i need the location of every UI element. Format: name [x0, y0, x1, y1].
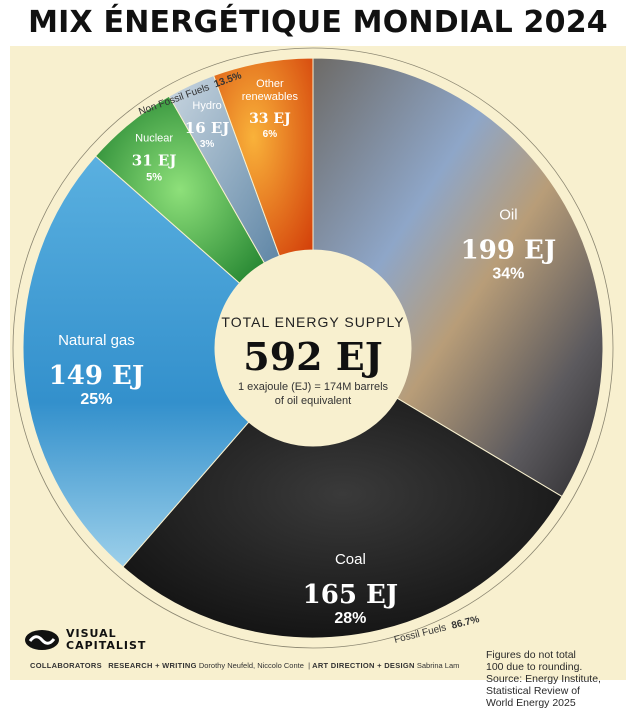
slice-pct-coal: 28%: [334, 610, 366, 627]
credits-research-names: Dorothy Neufeld, Niccolo Conte: [198, 661, 304, 670]
slice-name-other-renewables: renewables: [242, 91, 299, 103]
slice-value-other-renewables: 33 EJ: [249, 111, 291, 127]
label-hydro: Hydro 16 EJ 3%: [185, 100, 230, 150]
slice-name-other-renewables: Other: [256, 78, 284, 90]
logo-line2: CAPITALIST: [66, 639, 147, 652]
center-block: TOTAL ENERGY SUPPLY 592 EJ 1 exajoule (E…: [221, 314, 404, 407]
slice-pct-other-renewables: 6%: [263, 129, 278, 140]
donut-chart: TOTAL ENERGY SUPPLY 592 EJ 1 exajoule (E…: [12, 47, 614, 649]
logo-text: VISUAL CAPITALIST: [66, 628, 146, 652]
footnote-line: Source: Energy Institute,: [486, 673, 601, 685]
slice-value-coal: 165 EJ: [303, 580, 398, 610]
fossil-value: 86.7%: [450, 614, 480, 632]
slice-name-oil: Oil: [499, 207, 517, 224]
footnote: Figures do not total 100 due to rounding…: [486, 649, 636, 709]
center-note-line2: of oil equivalent: [275, 395, 351, 407]
center-total: 592 EJ: [243, 334, 383, 379]
slices: [22, 57, 604, 639]
group-ring-line: [12, 47, 614, 649]
slice-name-nuclear: Nuclear: [135, 132, 173, 144]
credits: COLLABORATORS RESEARCH + WRITING Dorothy…: [30, 661, 460, 670]
credits-art-label: ART DIRECTION + DESIGN: [312, 661, 415, 670]
slice-value-natural-gas: 149 EJ: [49, 361, 144, 391]
label-nuclear: Nuclear 31 EJ 5%: [132, 132, 177, 183]
slice-pct-hydro: 3%: [200, 139, 215, 150]
center-hole: [215, 250, 411, 446]
slice-value-nuclear: 31 EJ: [132, 151, 177, 169]
fossil-label: Fossil Fuels: [393, 622, 447, 646]
slice-name-hydro: Hydro: [192, 100, 221, 112]
page-title: MIX ÉNERGÉTIQUE MONDIAL 2024: [0, 0, 636, 46]
footnote-line: Statistical Review of: [486, 685, 580, 697]
footnote-line: 100 due to rounding.: [486, 661, 583, 673]
logo-line1: VISUAL: [66, 627, 117, 640]
slice-value-oil: 199 EJ: [461, 236, 556, 266]
credits-research-label: RESEARCH + WRITING: [108, 661, 197, 670]
chart-panel: TOTAL ENERGY SUPPLY 592 EJ 1 exajoule (E…: [10, 46, 626, 709]
footnote-line: Figures do not total: [486, 649, 576, 661]
slice-name-natural-gas: Natural gas: [58, 332, 135, 349]
credits-art-names: Sabrina Lam: [416, 661, 460, 670]
credits-collaborators: COLLABORATORS: [30, 661, 102, 670]
footnote-line: World Energy 2025: [486, 697, 576, 709]
group-ring: [12, 47, 614, 649]
visual-capitalist-logo: VISUAL CAPITALIST: [24, 628, 146, 652]
slice-pct-nuclear: 5%: [146, 171, 162, 183]
center-heading: TOTAL ENERGY SUPPLY: [221, 314, 404, 330]
slice-value-hydro: 16 EJ: [185, 119, 230, 137]
logo-mark-icon: [25, 630, 59, 650]
center-note-line1: 1 exajoule (EJ) = 174M barrels: [238, 381, 389, 393]
slice-name-coal: Coal: [335, 551, 366, 568]
slice-pct-natural-gas: 25%: [80, 391, 112, 408]
slice-pct-oil: 34%: [492, 266, 524, 283]
